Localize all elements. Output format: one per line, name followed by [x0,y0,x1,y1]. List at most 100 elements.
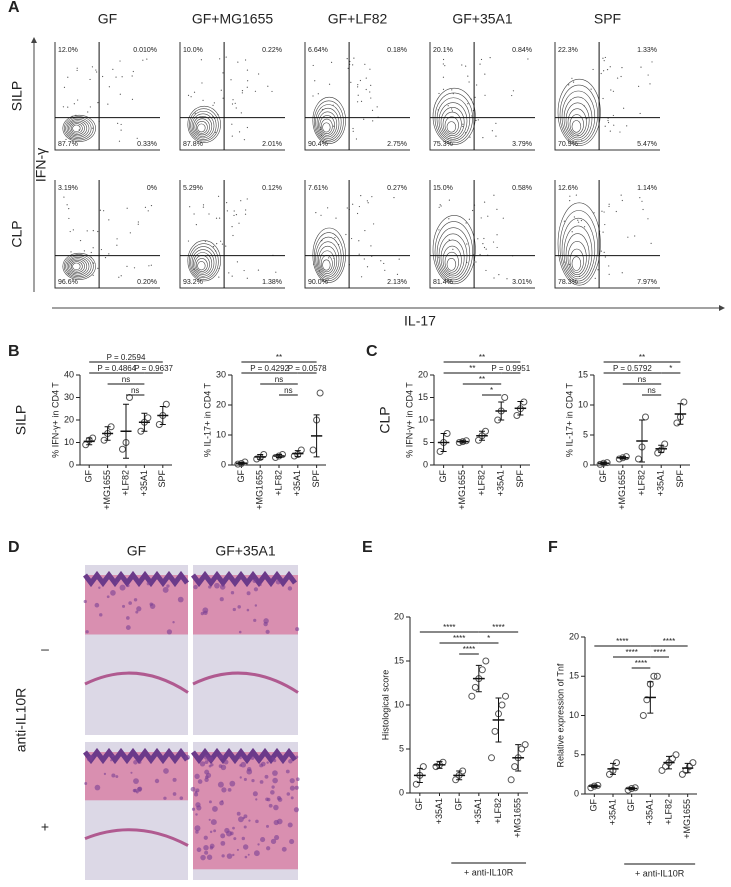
sd-bar [684,762,691,774]
sd-bar [495,697,502,743]
event-dot [83,250,85,252]
event-dot [483,201,486,203]
event-dot [193,91,196,93]
event-dot [100,248,103,251]
event-dot [137,221,139,223]
event-dot [225,245,227,247]
flow-plot: 15.0% 0.58% 81.4% 3.01% [429,180,535,289]
event-dot [364,229,366,232]
event-dot [202,204,205,206]
data-point [658,766,666,774]
cell-cluster [290,796,294,800]
sd-bar [666,755,672,770]
contour [561,217,596,282]
event-dot [240,112,242,114]
event-dot [527,58,529,60]
event-dot [396,273,399,275]
flow-plot: 3.19% 0% 96.6% 0.20% [54,180,160,289]
contour [313,232,344,281]
cell-cluster [257,843,260,846]
event-dot [511,94,513,97]
quadrant-value: 7.61% [308,185,328,192]
event-dot [613,124,615,126]
y-tick-label: 15 [394,655,404,665]
contour [440,107,465,138]
contour [319,115,335,136]
event-dot [468,218,470,220]
event-dot [442,88,445,90]
contour [559,84,598,145]
y-tick-label: 15 [569,671,579,681]
cell-cluster [203,835,208,840]
cell-cluster [115,581,118,584]
event-dot [312,64,314,67]
x-tick-label: GF [438,469,448,482]
contour [70,261,83,272]
contour [193,252,213,276]
significance-label: P = 0.2594 [107,353,146,362]
event-dot [246,69,249,71]
significance-label: ** [469,364,475,373]
x-tick-label: GF [236,469,246,482]
quadrant-value: 3.01% [512,279,532,286]
significance-label: P = 0.0578 [288,364,327,373]
event-dot [602,57,604,59]
event-dot [602,231,604,233]
cell-cluster [190,786,196,792]
cell-cluster [224,827,230,834]
significance-label: P = 0.4292 [250,364,289,373]
data-point [412,780,420,788]
cell-cluster [239,776,242,779]
event-dot [370,97,372,99]
plot-axes [429,42,535,151]
cell-cluster [130,771,133,774]
event-dot [476,84,478,86]
contour [563,225,593,280]
event-dot [496,208,498,210]
contour [193,116,213,137]
contour [567,108,587,137]
event-dot [363,118,365,120]
tissue [193,752,298,870]
event-dot [608,205,610,208]
event-dot [126,207,128,209]
event-dot [226,210,228,212]
event-dot [327,207,329,209]
data-point [419,763,427,771]
event-dot [372,223,375,225]
cell-cluster [136,606,142,612]
event-dot [496,234,498,236]
sd-bar [123,403,129,459]
cell-cluster [219,597,224,602]
y-tick-label: 15 [418,392,428,402]
cell-cluster [220,833,226,839]
event-dot [469,136,471,138]
event-dot [620,194,622,196]
cell-cluster [94,784,101,791]
event-dot [492,241,495,243]
column-header: GF+35A1 [215,543,276,559]
event-dot [477,238,479,240]
data-point [297,446,305,454]
x-tick-label: SPF [157,470,167,488]
event-dot [317,93,319,95]
flow-plot: 12.0% 0.010% 87.7% 0.33% [54,42,160,151]
sd-bar [141,412,148,432]
contour [557,78,601,146]
event-dot [600,250,602,252]
contour [557,202,601,286]
contour [313,100,344,143]
cell-cluster [172,621,175,624]
event-dot [347,67,349,69]
cell-cluster [221,800,224,803]
event-dot [638,85,640,87]
cell-cluster [266,761,269,764]
cell-cluster [172,777,177,782]
event-dot [484,94,486,96]
sd-bar [610,762,616,775]
event-dot [237,61,239,63]
event-dot [70,251,72,253]
cell-cluster [221,787,227,793]
column-header: GF+35A1 [452,11,513,27]
cell-cluster [260,837,266,843]
